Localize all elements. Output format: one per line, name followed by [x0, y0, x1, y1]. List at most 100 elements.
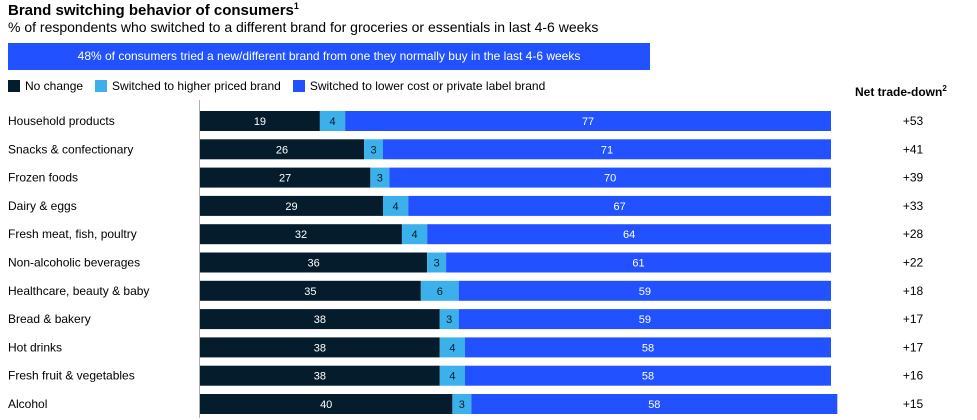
data-label-no-change: 38 [314, 371, 326, 383]
data-label-lower: 59 [639, 286, 651, 298]
data-label-higher: 3 [446, 314, 452, 326]
bar-segment-no-change [200, 394, 453, 414]
legend-item-no-change: No change [8, 79, 83, 93]
bar-segment-lower [427, 224, 831, 245]
data-label-no-change: 29 [285, 201, 297, 213]
bar-segment-higher [382, 195, 409, 216]
legend-swatch-higher-priced [95, 80, 108, 92]
bar-segment-higher [319, 111, 346, 131]
bar-segment-no-change [200, 280, 421, 301]
data-label-no-change: 27 [279, 173, 291, 185]
net-trade-down-value: +53 [903, 114, 924, 128]
data-label-higher: 4 [329, 116, 335, 128]
bar-segment-no-change [200, 167, 371, 188]
bar-segment-no-change [200, 337, 440, 358]
data-label-lower: 61 [632, 258, 644, 270]
category-label: Dairy & eggs [8, 199, 77, 213]
category-label: Household products [8, 114, 115, 128]
data-label-no-change: 40 [320, 399, 332, 411]
data-label-lower: 58 [648, 399, 660, 411]
bar-segment-higher [439, 337, 466, 358]
category-label: Non-alcoholic beverages [8, 256, 140, 270]
data-label-no-change: 38 [314, 342, 326, 354]
bar-segment-no-change [200, 252, 428, 273]
bar-segment-no-change [200, 309, 440, 330]
summary-banner: 48% of consumers tried a new/different b… [8, 43, 650, 70]
bar-segment-higher [420, 280, 459, 301]
data-label-no-change: 35 [304, 286, 316, 298]
category-label: Bread & bakery [8, 312, 91, 326]
net-trade-down-value: +17 [903, 340, 924, 354]
data-label-lower: 59 [639, 314, 651, 326]
bar-segment-higher [364, 139, 383, 160]
data-label-no-change: 38 [314, 314, 326, 326]
bar-segment-higher [439, 309, 459, 330]
data-label-no-change: 26 [276, 144, 288, 156]
net-trade-down-value: +17 [903, 312, 924, 326]
net-trade-down-value: +41 [903, 142, 924, 156]
data-label-lower: 77 [582, 116, 594, 128]
legend-item-higher-priced: Switched to higher priced brand [95, 79, 281, 93]
bar-segment-lower [465, 365, 831, 386]
bar-segment-higher [401, 224, 428, 245]
bar-segment-no-change [200, 195, 383, 216]
category-label: Snacks & confectionary [8, 142, 133, 156]
net-trade-down-value: +33 [903, 199, 924, 213]
legend-item-lower-cost: Switched to lower cost or private label … [292, 79, 546, 93]
data-label-lower: 64 [623, 229, 635, 241]
data-label-higher: 4 [449, 342, 455, 354]
category-label: Fresh fruit & vegetables [8, 369, 135, 383]
bar-segment-lower [389, 167, 831, 188]
chart-title: Brand switching behavior of consumers1 [8, 1, 299, 19]
category-label: Fresh meat, fish, poultry [8, 227, 137, 241]
bar-segment-lower [465, 337, 831, 358]
data-label-lower: 58 [642, 342, 654, 354]
data-label-lower: 67 [613, 201, 625, 213]
bar-segment-no-change [200, 111, 320, 131]
bar-segment-higher [452, 394, 472, 414]
legend-label-no-change: No change [25, 79, 84, 93]
bar-segment-lower [345, 111, 831, 131]
data-label-higher: 6 [437, 286, 443, 298]
category-label: Hot drinks [8, 340, 62, 354]
data-label-lower: 71 [601, 144, 613, 156]
bar-segment-no-change [200, 365, 440, 386]
net-trade-down-header: Net trade-down2 [855, 84, 947, 99]
chart-subtitle: % of respondents who switched to a diffe… [8, 19, 599, 35]
bar-segment-lower [458, 309, 831, 330]
data-label-higher: 3 [377, 173, 383, 185]
data-label-higher: 4 [449, 371, 455, 383]
category-label: Healthcare, beauty & baby [8, 284, 149, 298]
bar-segment-higher [439, 365, 466, 386]
data-label-higher: 3 [434, 258, 440, 270]
bar-segment-lower [458, 280, 831, 301]
bar-segment-higher [427, 252, 447, 273]
data-label-lower: 70 [604, 173, 616, 185]
bar-segment-no-change [200, 139, 365, 160]
net-trade-down-value: +16 [903, 369, 924, 383]
net-trade-down-value: +22 [903, 256, 924, 270]
data-label-no-change: 36 [307, 258, 319, 270]
legend-swatch-no-change [8, 80, 20, 92]
data-label-higher: 3 [370, 144, 376, 156]
data-label-no-change: 19 [254, 116, 266, 128]
legend-label-lower-cost: Switched to lower cost or private label … [309, 79, 546, 93]
net-trade-down-value: +15 [903, 397, 924, 411]
net-trade-down-value: +18 [903, 284, 924, 298]
legend-label-higher-priced: Switched to higher priced brand [112, 79, 281, 93]
data-label-higher: 4 [393, 201, 399, 213]
bar-segment-lower [446, 252, 831, 273]
legend: No change Switched to higher priced bran… [8, 78, 557, 94]
net-trade-down-value: +39 [903, 171, 924, 185]
category-label: Frozen foods [8, 171, 78, 185]
data-label-higher: 4 [411, 229, 417, 241]
net-trade-down-value: +28 [903, 227, 924, 241]
data-label-lower: 58 [642, 371, 654, 383]
bar-segment-no-change [200, 224, 402, 245]
legend-swatch-lower-cost [292, 80, 305, 92]
bar-segment-lower [471, 394, 838, 414]
data-label-no-change: 32 [295, 229, 307, 241]
bar-segment-lower [408, 195, 831, 216]
bar-segment-lower [382, 139, 831, 160]
